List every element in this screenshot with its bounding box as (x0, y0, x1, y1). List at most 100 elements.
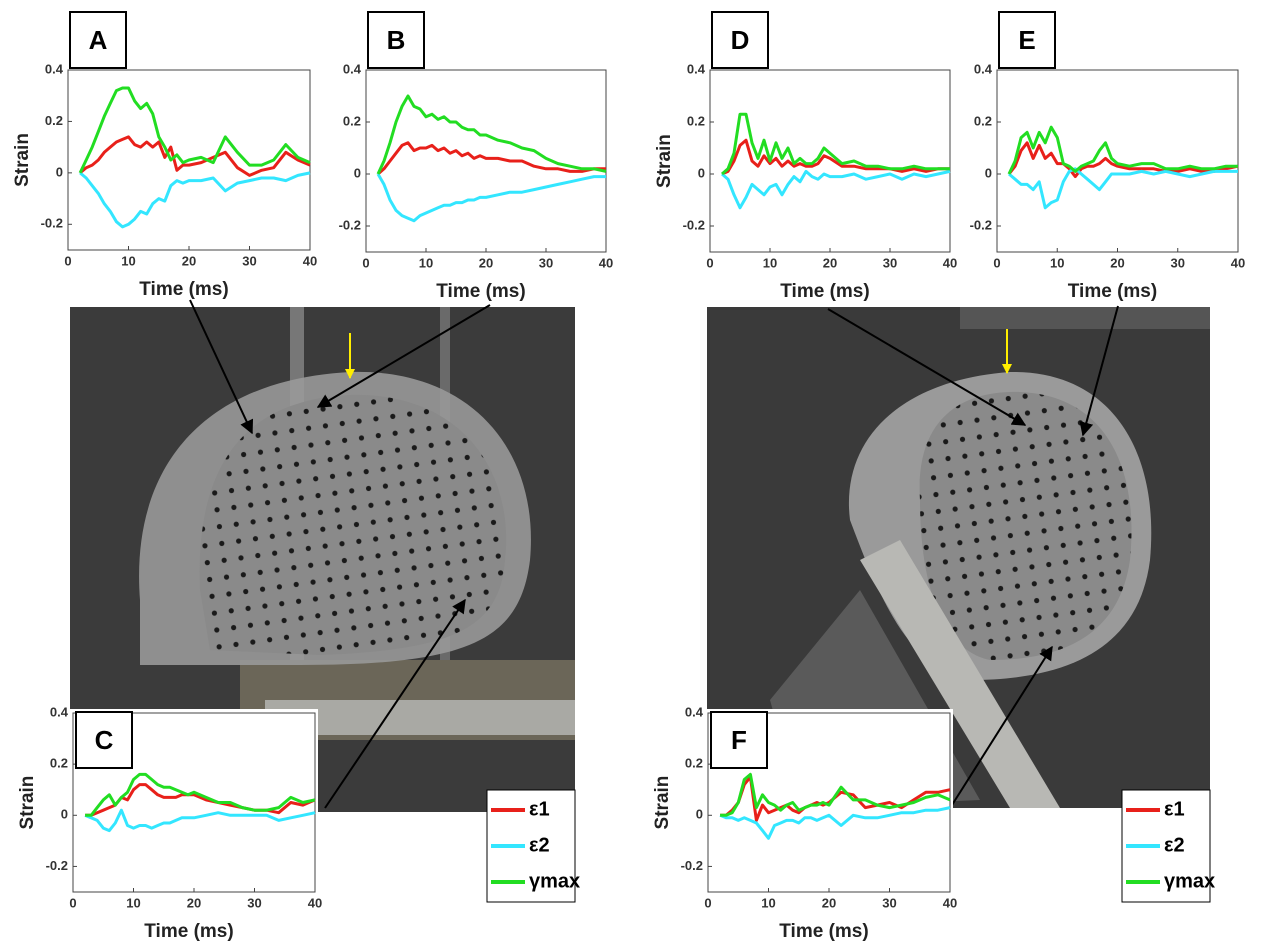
plot-area (996, 69, 1239, 253)
y-tick-label: -0.2 (683, 217, 705, 232)
x-tick-label: 30 (247, 895, 261, 910)
x-axis-label: Time (ms) (780, 281, 869, 302)
y-axis-label: Strain (17, 776, 38, 830)
annotation-arrows (189, 299, 1119, 809)
x-tick-label: 0 (362, 255, 369, 270)
panel-label: F (731, 725, 747, 755)
y-tick-label: 0 (985, 165, 992, 180)
y-tick-label: 0 (56, 164, 63, 179)
panel-label-box (711, 11, 769, 69)
x-axis-label: Time (ms) (779, 921, 868, 942)
x-tick-label: 10 (419, 255, 433, 270)
y-tick-label: 0 (696, 807, 703, 822)
x-tick-label: 0 (69, 895, 76, 910)
series-line (84, 808, 316, 833)
y-axis-label: Strain (652, 776, 673, 830)
y-tick-label: 0.4 (687, 61, 706, 76)
y-tick-label: 0.4 (45, 61, 64, 76)
x-tick-label: 10 (1050, 255, 1064, 270)
x-tick-label: 30 (1171, 255, 1185, 270)
y-tick-label: 0 (354, 165, 361, 180)
series-line (720, 772, 951, 817)
y-axis-label: Strain (654, 134, 675, 188)
legend-label: ε2 (1164, 834, 1185, 856)
y-tick-label: -0.2 (970, 217, 992, 232)
y-tick-label: 0.2 (687, 113, 705, 128)
series-line (85, 772, 316, 817)
plot-area (709, 69, 951, 253)
x-tick-label: 30 (882, 895, 896, 910)
panel-label: D (731, 25, 750, 55)
x-tick-label: 40 (303, 253, 317, 268)
x-tick-label: 20 (479, 255, 493, 270)
y-tick-label: 0.4 (50, 704, 69, 719)
y-tick-label: 0.2 (974, 113, 992, 128)
series-line (376, 94, 607, 175)
y-tick-label: 0 (698, 165, 705, 180)
series-line (1007, 141, 1239, 179)
panel-label: A (89, 25, 108, 55)
x-tick-label: 0 (64, 253, 71, 268)
legend-label: γmax (529, 870, 580, 892)
x-tick-label: 0 (993, 255, 1000, 270)
x-axis-label: Time (ms) (139, 279, 228, 300)
x-axis-label: Time (ms) (144, 921, 233, 942)
series-line (721, 169, 951, 210)
x-tick-label: 0 (706, 255, 713, 270)
y-axis-label: Strain (12, 133, 33, 187)
x-axis-label: Time (ms) (1068, 281, 1157, 302)
x-tick-label: 10 (126, 895, 140, 910)
x-tick-label: 40 (943, 895, 957, 910)
panel-label: E (1018, 25, 1035, 55)
y-tick-label: -0.2 (41, 216, 63, 231)
panel-label: C (95, 725, 114, 755)
x-tick-label: 10 (121, 253, 135, 268)
x-tick-label: 10 (763, 255, 777, 270)
legend-label: ε2 (529, 834, 550, 856)
panel-label-box (75, 711, 133, 769)
x-tick-label: 40 (308, 895, 322, 910)
x-tick-label: 40 (943, 255, 957, 270)
x-tick-label: 30 (883, 255, 897, 270)
y-tick-label: 0.2 (685, 756, 703, 771)
panel-label-box (69, 11, 127, 69)
y-tick-label: 0.4 (343, 61, 362, 76)
y-tick-label: -0.2 (339, 217, 361, 232)
series-line (79, 135, 311, 177)
series-line (377, 141, 606, 176)
x-tick-label: 20 (182, 253, 196, 268)
y-tick-label: 0.2 (50, 756, 68, 771)
photo-left (70, 307, 575, 812)
x-tick-label: 30 (242, 253, 256, 268)
series-line (721, 112, 950, 176)
series-line (79, 171, 311, 229)
x-tick-label: 40 (599, 255, 613, 270)
x-tick-label: 20 (187, 895, 201, 910)
panel-label-box (998, 11, 1056, 69)
series-line (376, 173, 606, 223)
legend-label: ε1 (1164, 798, 1185, 820)
series-line (719, 806, 951, 840)
legend-label: γmax (1164, 870, 1215, 892)
x-axis-label: Time (ms) (436, 281, 525, 302)
series-line (1007, 125, 1238, 175)
panel-label-box (367, 11, 425, 69)
series-line (1008, 167, 1238, 210)
y-tick-label: 0.4 (685, 704, 704, 719)
y-tick-label: 0 (61, 807, 68, 822)
x-tick-label: 40 (1231, 255, 1245, 270)
x-tick-label: 10 (761, 895, 775, 910)
plot-area (365, 69, 607, 253)
charts: -0.2 0 0.2 0.4 0 10 20 30 40 Time (ms) Strain A -0.2… (12, 11, 1245, 942)
x-tick-label: 30 (539, 255, 553, 270)
y-tick-label: 0.2 (45, 113, 63, 128)
x-tick-label: 20 (1110, 255, 1124, 270)
y-tick-label: 0.4 (974, 61, 993, 76)
legend-label: ε1 (529, 798, 550, 820)
x-tick-label: 0 (704, 895, 711, 910)
x-tick-label: 20 (822, 895, 836, 910)
x-tick-label: 20 (823, 255, 837, 270)
y-tick-label: -0.2 (46, 858, 68, 873)
panel-label: B (387, 25, 406, 55)
y-tick-label: 0.2 (343, 113, 361, 128)
